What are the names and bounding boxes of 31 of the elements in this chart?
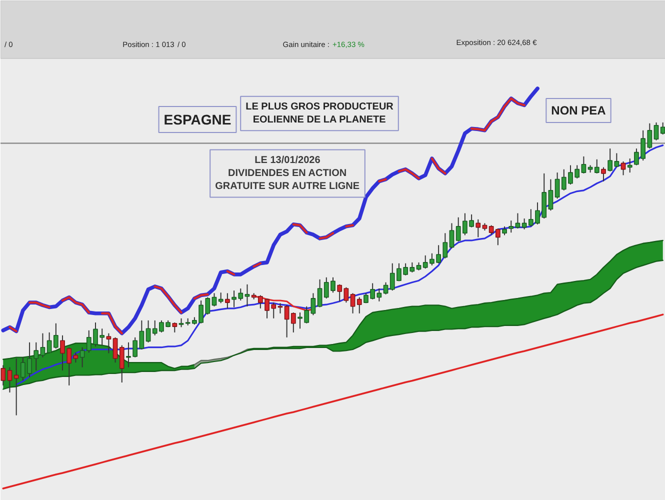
candlestick — [383, 282, 388, 295]
annotation: ESPAGNE — [164, 112, 232, 128]
candlestick — [350, 292, 356, 314]
candlestick — [7, 366, 12, 393]
candlestick — [146, 320, 151, 343]
candlestick — [660, 122, 665, 135]
candlestick — [601, 166, 606, 182]
candlestick — [218, 292, 224, 304]
candlestick — [106, 332, 112, 354]
candlestick — [476, 218, 481, 238]
candlestick — [212, 292, 217, 307]
candlestick — [548, 178, 554, 212]
candlestick — [594, 158, 600, 174]
candlestick — [244, 284, 250, 307]
candlestick — [0, 364, 6, 386]
candlestick — [172, 322, 178, 333]
text: NON PEA — [551, 104, 606, 118]
candlestick — [73, 352, 78, 364]
annotation: LE PLUS GROS PRODUCTEUR EOLIENNE DE LA PLANETE — [246, 101, 394, 126]
annotation: LE 13/01/2026 DIVIDENDES EN ACTION GRATUITE SUR AUTRE LIGNE — [215, 154, 360, 192]
candlestick — [225, 292, 230, 309]
candlestick — [112, 336, 118, 364]
candlestick — [627, 158, 632, 174]
candlestick — [449, 222, 454, 249]
candlestick — [508, 220, 514, 234]
candlestick — [310, 292, 316, 316]
candlestick — [40, 332, 46, 358]
candlestick — [14, 358, 19, 416]
candlestick — [119, 344, 124, 383]
candlestick — [356, 296, 362, 314]
candlestick — [654, 122, 659, 141]
